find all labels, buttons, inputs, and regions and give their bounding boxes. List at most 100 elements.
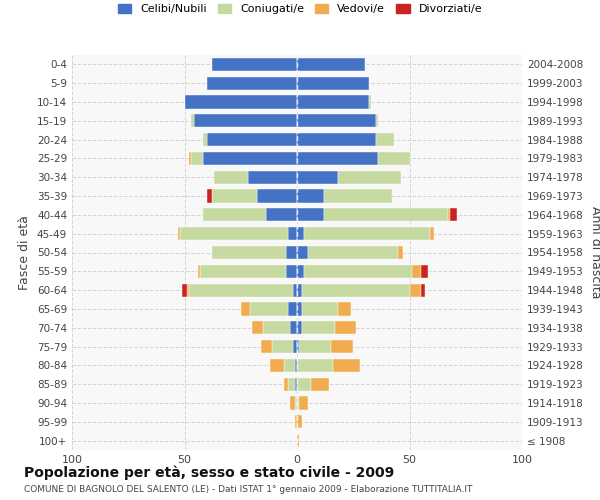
Bar bbox=[207, 190, 212, 202]
Bar bbox=[295, 396, 297, 409]
Legend: Celibi/Nubili, Coniugati/e, Vedovi/e, Divorziati/e: Celibi/Nubili, Coniugati/e, Vedovi/e, Di… bbox=[115, 0, 485, 18]
Bar bbox=[200, 264, 286, 278]
Bar bbox=[297, 58, 365, 71]
Bar bbox=[293, 340, 297, 353]
Bar bbox=[421, 284, 425, 296]
Bar bbox=[284, 378, 288, 391]
Bar bbox=[272, 340, 293, 353]
Bar bbox=[297, 321, 302, 334]
Bar bbox=[378, 152, 409, 165]
Bar bbox=[297, 284, 302, 296]
Bar bbox=[207, 133, 297, 146]
Bar bbox=[297, 246, 308, 259]
Bar bbox=[270, 359, 284, 372]
Bar bbox=[297, 359, 333, 372]
Bar bbox=[203, 133, 207, 146]
Bar bbox=[241, 302, 250, 316]
Bar bbox=[191, 152, 203, 165]
Bar bbox=[302, 321, 335, 334]
Y-axis label: Anni di nascita: Anni di nascita bbox=[589, 206, 600, 298]
Bar bbox=[203, 152, 297, 165]
Bar bbox=[290, 396, 295, 409]
Bar bbox=[187, 284, 189, 296]
Text: COMUNE DI BAGNOLO DEL SALENTO (LE) - Dati ISTAT 1° gennaio 2009 - Elaborazione T: COMUNE DI BAGNOLO DEL SALENTO (LE) - Dat… bbox=[24, 486, 472, 494]
Bar bbox=[212, 190, 257, 202]
Bar bbox=[185, 96, 297, 108]
Bar bbox=[308, 246, 398, 259]
Bar bbox=[448, 208, 450, 222]
Bar bbox=[398, 246, 403, 259]
Bar bbox=[297, 396, 299, 409]
Bar bbox=[297, 434, 299, 447]
Bar bbox=[288, 302, 297, 316]
Bar bbox=[450, 208, 457, 222]
Bar bbox=[297, 96, 369, 108]
Bar bbox=[299, 340, 331, 353]
Bar bbox=[297, 114, 376, 128]
Bar bbox=[297, 152, 378, 165]
Bar bbox=[288, 378, 295, 391]
Bar bbox=[286, 246, 297, 259]
Bar bbox=[261, 340, 272, 353]
Bar bbox=[189, 284, 293, 296]
Bar bbox=[212, 58, 297, 71]
Bar bbox=[198, 264, 200, 278]
Bar bbox=[376, 133, 394, 146]
Bar bbox=[286, 264, 297, 278]
Bar bbox=[295, 415, 297, 428]
Bar bbox=[297, 190, 324, 202]
Bar bbox=[295, 359, 297, 372]
Bar bbox=[299, 396, 308, 409]
Bar bbox=[288, 227, 297, 240]
Bar bbox=[297, 133, 376, 146]
Y-axis label: Fasce di età: Fasce di età bbox=[19, 215, 31, 290]
Bar bbox=[265, 208, 297, 222]
Bar bbox=[297, 302, 302, 316]
Bar bbox=[297, 208, 324, 222]
Bar bbox=[430, 227, 434, 240]
Bar bbox=[297, 415, 302, 428]
Bar bbox=[297, 76, 369, 90]
Bar bbox=[297, 264, 304, 278]
Bar bbox=[189, 152, 191, 165]
Bar bbox=[193, 114, 297, 128]
Bar bbox=[207, 76, 297, 90]
Bar bbox=[284, 359, 295, 372]
Bar bbox=[302, 284, 409, 296]
Bar bbox=[191, 114, 193, 128]
Text: Popolazione per età, sesso e stato civile - 2009: Popolazione per età, sesso e stato civil… bbox=[24, 466, 394, 480]
Bar bbox=[324, 190, 392, 202]
Bar bbox=[297, 227, 304, 240]
Bar bbox=[304, 264, 412, 278]
Bar bbox=[302, 302, 337, 316]
Bar bbox=[248, 170, 297, 184]
Bar bbox=[250, 302, 288, 316]
Bar bbox=[252, 321, 263, 334]
Bar bbox=[409, 284, 421, 296]
Bar bbox=[180, 227, 288, 240]
Bar bbox=[335, 321, 355, 334]
Bar bbox=[290, 321, 297, 334]
Bar bbox=[412, 264, 421, 278]
Bar bbox=[295, 378, 297, 391]
Bar bbox=[337, 302, 351, 316]
Bar bbox=[324, 208, 448, 222]
Bar bbox=[337, 170, 401, 184]
Bar bbox=[297, 170, 337, 184]
Bar bbox=[214, 170, 248, 184]
Bar bbox=[178, 227, 180, 240]
Bar bbox=[333, 359, 360, 372]
Bar bbox=[257, 190, 297, 202]
Bar bbox=[212, 246, 286, 259]
Bar bbox=[331, 340, 353, 353]
Bar bbox=[304, 227, 430, 240]
Bar bbox=[297, 340, 299, 353]
Bar bbox=[182, 284, 187, 296]
Bar bbox=[297, 378, 311, 391]
Bar bbox=[311, 378, 329, 391]
Bar bbox=[293, 284, 297, 296]
Bar bbox=[203, 208, 265, 222]
Bar bbox=[369, 96, 371, 108]
Bar bbox=[376, 114, 378, 128]
Bar bbox=[263, 321, 290, 334]
